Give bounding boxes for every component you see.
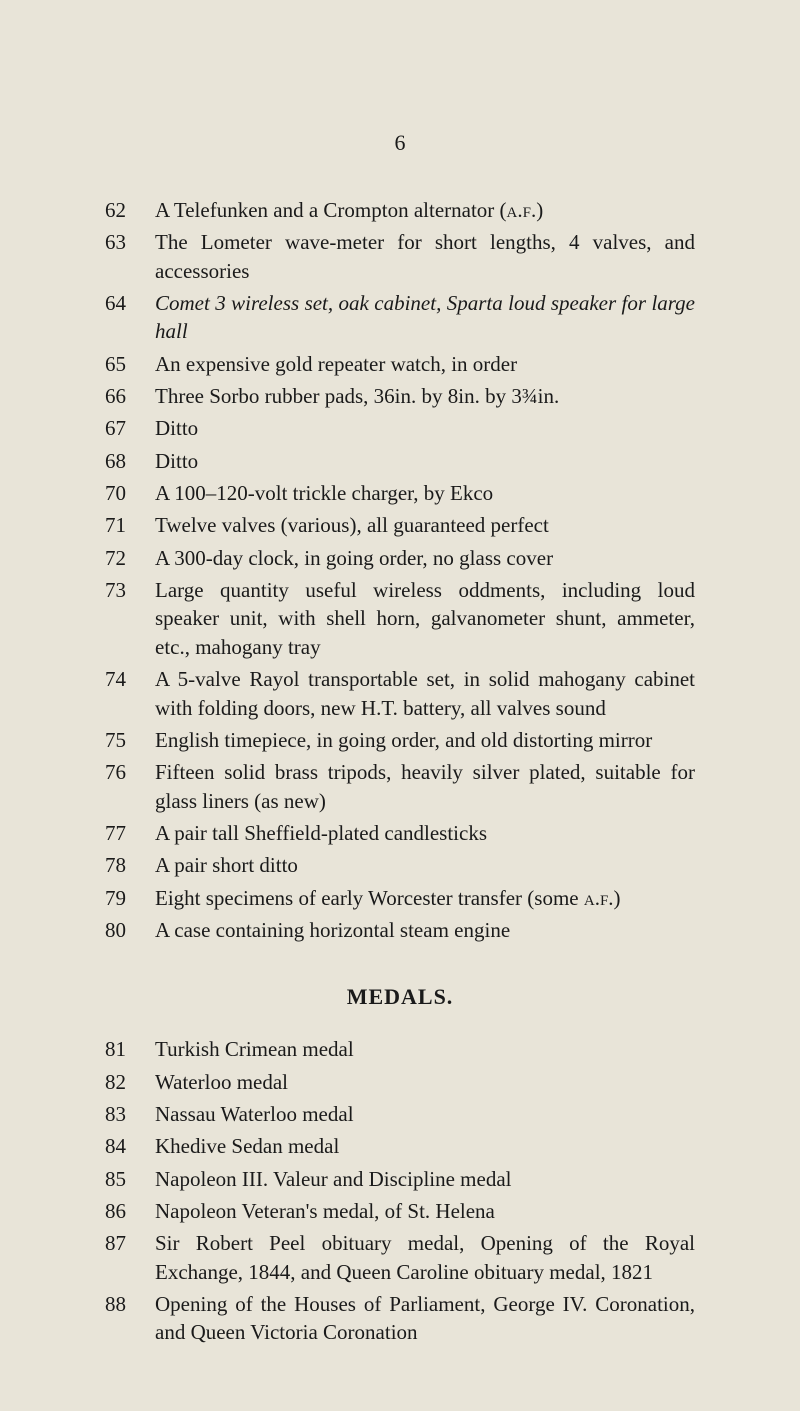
lot-entry: 72A 300-day clock, in going order, no gl…	[105, 544, 695, 572]
lot-number: 70	[105, 479, 155, 507]
lot-description: The Lometer wave-meter for short lengths…	[155, 228, 695, 285]
lot-number: 88	[105, 1290, 155, 1347]
lot-number: 74	[105, 665, 155, 722]
lot-description: Three Sorbo rubber pads, 36in. by 8in. b…	[155, 382, 695, 410]
lot-number: 66	[105, 382, 155, 410]
lot-description: Khedive Sedan medal	[155, 1132, 695, 1160]
lot-entry: 76Fifteen solid brass tripods, heavily s…	[105, 758, 695, 815]
lot-description: English timepiece, in going order, and o…	[155, 726, 695, 754]
lot-number: 72	[105, 544, 155, 572]
lot-entry: 75English timepiece, in going order, and…	[105, 726, 695, 754]
lot-number: 64	[105, 289, 155, 346]
lot-number: 79	[105, 884, 155, 912]
lot-description: Eight specimens of early Worcester trans…	[155, 884, 695, 912]
lot-description: Large quantity useful wireless oddments,…	[155, 576, 695, 661]
lot-entry: 86Napoleon Veteran's medal, of St. Helen…	[105, 1197, 695, 1225]
lot-entry: 66Three Sorbo rubber pads, 36in. by 8in.…	[105, 382, 695, 410]
lot-number: 84	[105, 1132, 155, 1160]
lot-description: Ditto	[155, 414, 695, 442]
lot-description: Waterloo medal	[155, 1068, 695, 1096]
lot-entry: 63The Lometer wave-meter for short lengt…	[105, 228, 695, 285]
lot-number: 68	[105, 447, 155, 475]
lot-entry: 64Comet 3 wireless set, oak cabinet, Spa…	[105, 289, 695, 346]
lot-description: Nassau Waterloo medal	[155, 1100, 695, 1128]
lot-entry: 83Nassau Waterloo medal	[105, 1100, 695, 1128]
lot-description: A case containing horizontal steam engin…	[155, 916, 695, 944]
lot-entry: 84Khedive Sedan medal	[105, 1132, 695, 1160]
lot-entry: 62A Telefunken and a Crompton alternator…	[105, 196, 695, 224]
lot-entry: 71Twelve valves (various), all guarantee…	[105, 511, 695, 539]
lot-number: 73	[105, 576, 155, 661]
lot-number: 78	[105, 851, 155, 879]
lot-number: 67	[105, 414, 155, 442]
lot-entry: 82Waterloo medal	[105, 1068, 695, 1096]
lot-entry: 79Eight specimens of early Worcester tra…	[105, 884, 695, 912]
lot-entry: 80A case containing horizontal steam eng…	[105, 916, 695, 944]
lot-number: 71	[105, 511, 155, 539]
lot-description: A pair short ditto	[155, 851, 695, 879]
lot-number: 81	[105, 1035, 155, 1063]
lot-number: 63	[105, 228, 155, 285]
lot-description: Napoleon III. Valeur and Discipline meda…	[155, 1165, 695, 1193]
lot-number: 62	[105, 196, 155, 224]
lot-entry: 73Large quantity useful wireless oddment…	[105, 576, 695, 661]
lot-description: An expensive gold repeater watch, in ord…	[155, 350, 695, 378]
lot-entry: 81Turkish Crimean medal	[105, 1035, 695, 1063]
lot-entry: 67Ditto	[105, 414, 695, 442]
lot-number: 80	[105, 916, 155, 944]
lot-number: 86	[105, 1197, 155, 1225]
lot-description: A Telefunken and a Crompton alternator (…	[155, 196, 695, 224]
lot-description: A 5-valve Rayol transportable set, in so…	[155, 665, 695, 722]
lot-number: 82	[105, 1068, 155, 1096]
lot-number: 87	[105, 1229, 155, 1286]
lot-description: Napoleon Veteran's medal, of St. Helena	[155, 1197, 695, 1225]
lot-number: 77	[105, 819, 155, 847]
lot-entry: 87Sir Robert Peel obituary medal, Openin…	[105, 1229, 695, 1286]
lot-description: Sir Robert Peel obituary medal, Opening …	[155, 1229, 695, 1286]
lot-number: 83	[105, 1100, 155, 1128]
lot-description: Opening of the Houses of Parliament, Geo…	[155, 1290, 695, 1347]
lot-description: A 100–120-volt trickle charger, by Ekco	[155, 479, 695, 507]
document-page: 6 62A Telefunken and a Crompton alternat…	[0, 0, 800, 1411]
lot-number: 65	[105, 350, 155, 378]
lot-description: Comet 3 wireless set, oak cabinet, Spart…	[155, 289, 695, 346]
lot-entry: 78A pair short ditto	[105, 851, 695, 879]
lot-description: Ditto	[155, 447, 695, 475]
lot-number: 85	[105, 1165, 155, 1193]
lot-description: Fifteen solid brass tripods, heavily sil…	[155, 758, 695, 815]
lot-description: A 300-day clock, in going order, no glas…	[155, 544, 695, 572]
lot-description: A pair tall Sheffield-plated candlestick…	[155, 819, 695, 847]
lot-entry: 85Napoleon III. Valeur and Discipline me…	[105, 1165, 695, 1193]
lot-entry: 70A 100–120-volt trickle charger, by Ekc…	[105, 479, 695, 507]
lot-entry: 68Ditto	[105, 447, 695, 475]
lot-description: Twelve valves (various), all guaranteed …	[155, 511, 695, 539]
lot-list-section-1: 62A Telefunken and a Crompton alternator…	[105, 196, 695, 944]
lot-entry: 65An expensive gold repeater watch, in o…	[105, 350, 695, 378]
lot-description: Turkish Crimean medal	[155, 1035, 695, 1063]
lot-entry: 74A 5-valve Rayol transportable set, in …	[105, 665, 695, 722]
lot-list-section-2: 81Turkish Crimean medal82Waterloo medal8…	[105, 1035, 695, 1346]
lot-entry: 77A pair tall Sheffield-plated candlesti…	[105, 819, 695, 847]
lot-entry: 88Opening of the Houses of Parliament, G…	[105, 1290, 695, 1347]
lot-number: 75	[105, 726, 155, 754]
page-number: 6	[105, 130, 695, 156]
lot-number: 76	[105, 758, 155, 815]
section-heading-medals: MEDALS.	[105, 984, 695, 1010]
